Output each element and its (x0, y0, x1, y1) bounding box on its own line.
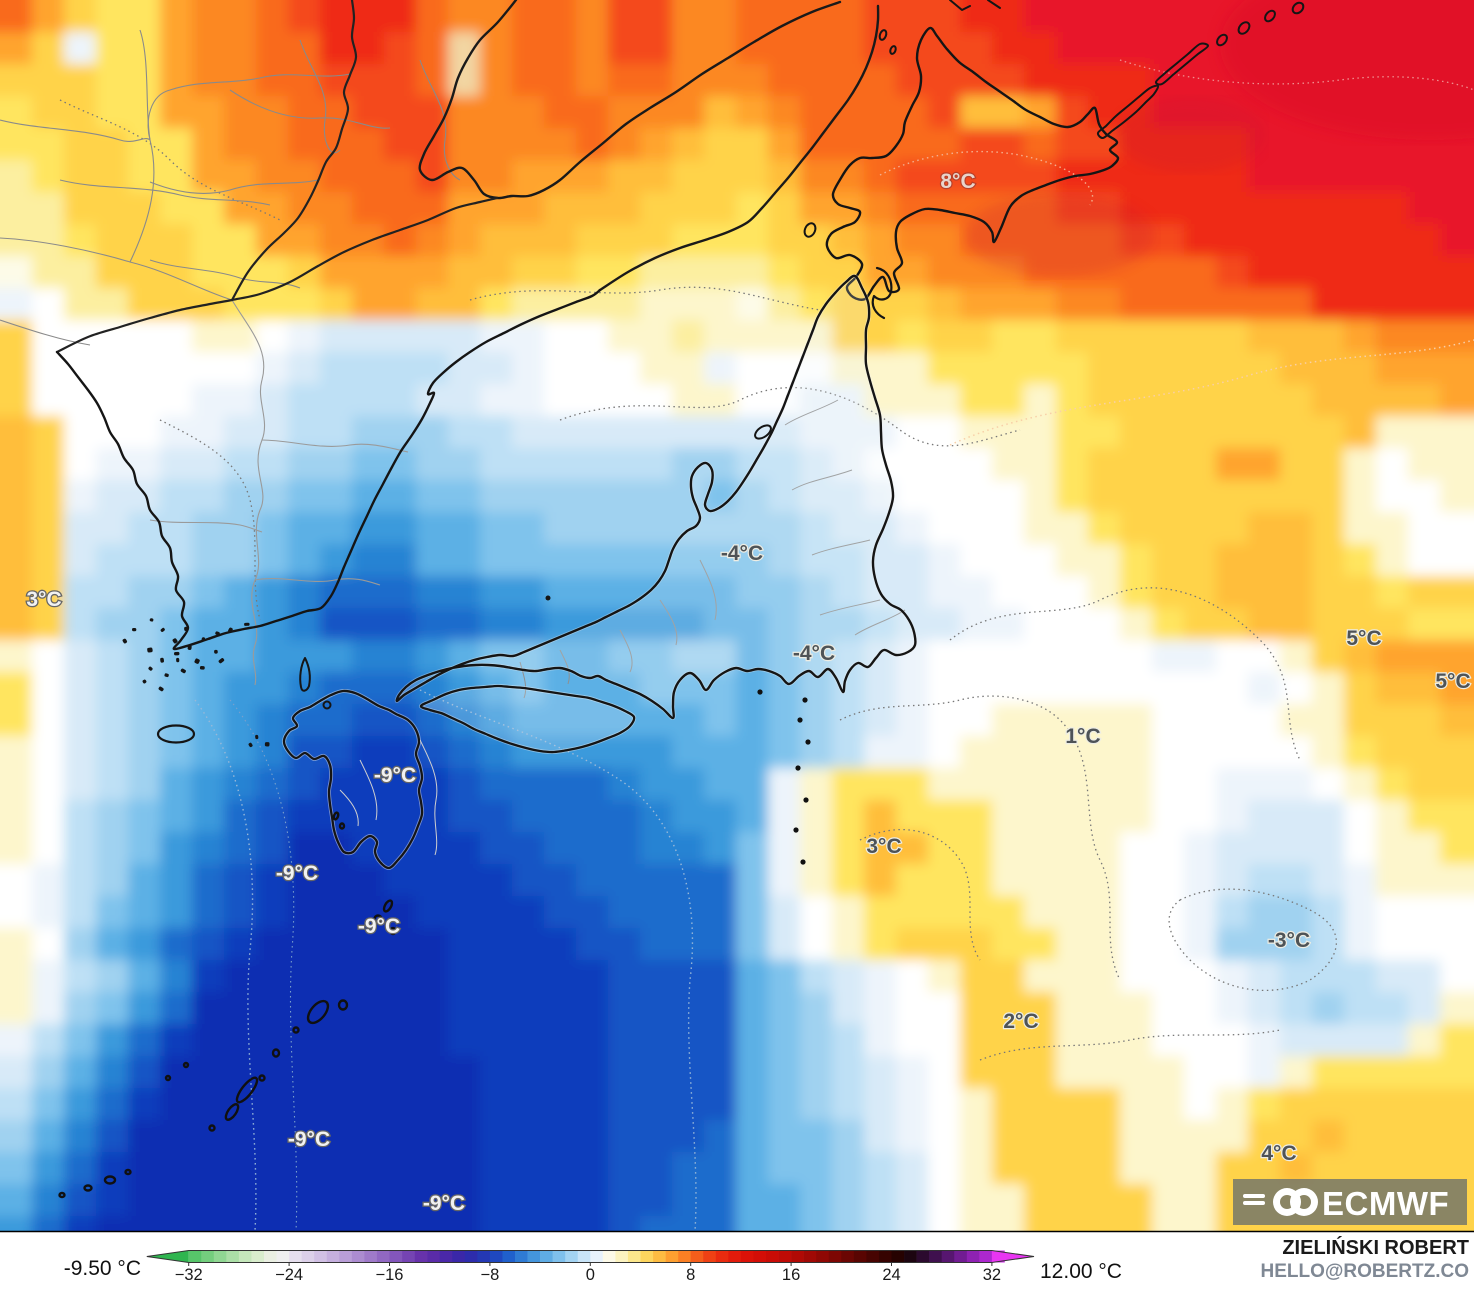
svg-text:-3°C: -3°C (1268, 929, 1310, 952)
svg-text:ECMWF: ECMWF (1322, 1185, 1449, 1222)
svg-text:HELLO@ROBERTZ.CO: HELLO@ROBERTZ.CO (1260, 1261, 1469, 1282)
svg-text:−8: −8 (480, 1266, 499, 1284)
svg-text:32: 32 (983, 1266, 1001, 1284)
svg-text:0: 0 (586, 1266, 595, 1284)
svg-text:3°C: 3°C (866, 835, 901, 858)
svg-text:3°C: 3°C (26, 588, 61, 611)
svg-text:8°C: 8°C (940, 170, 975, 193)
svg-text:-9.50 °C: -9.50 °C (64, 1257, 141, 1280)
svg-text:1°C: 1°C (1065, 725, 1100, 748)
svg-text:-9°C: -9°C (358, 915, 400, 938)
svg-text:24: 24 (882, 1266, 900, 1284)
svg-text:16: 16 (782, 1266, 800, 1284)
svg-text:−16: −16 (376, 1266, 404, 1284)
svg-text:-4°C: -4°C (793, 642, 835, 665)
svg-text:5°C: 5°C (1435, 670, 1470, 693)
svg-text:−24: −24 (275, 1266, 303, 1284)
svg-text:-9°C: -9°C (276, 862, 318, 885)
svg-text:-9°C: -9°C (423, 1192, 465, 1215)
svg-text:5°C: 5°C (1346, 627, 1381, 650)
svg-text:-9°C: -9°C (288, 1128, 330, 1151)
svg-text:2°C: 2°C (1003, 1010, 1038, 1033)
svg-text:−32: −32 (175, 1266, 203, 1284)
svg-text:12.00 °C: 12.00 °C (1040, 1260, 1122, 1283)
svg-text:4°C: 4°C (1261, 1142, 1296, 1165)
svg-text:-4°C: -4°C (721, 542, 763, 565)
svg-text:-9°C: -9°C (374, 764, 416, 787)
svg-text:ZIELIŃSKI ROBERT: ZIELIŃSKI ROBERT (1282, 1236, 1469, 1259)
svg-text:8: 8 (686, 1266, 695, 1284)
